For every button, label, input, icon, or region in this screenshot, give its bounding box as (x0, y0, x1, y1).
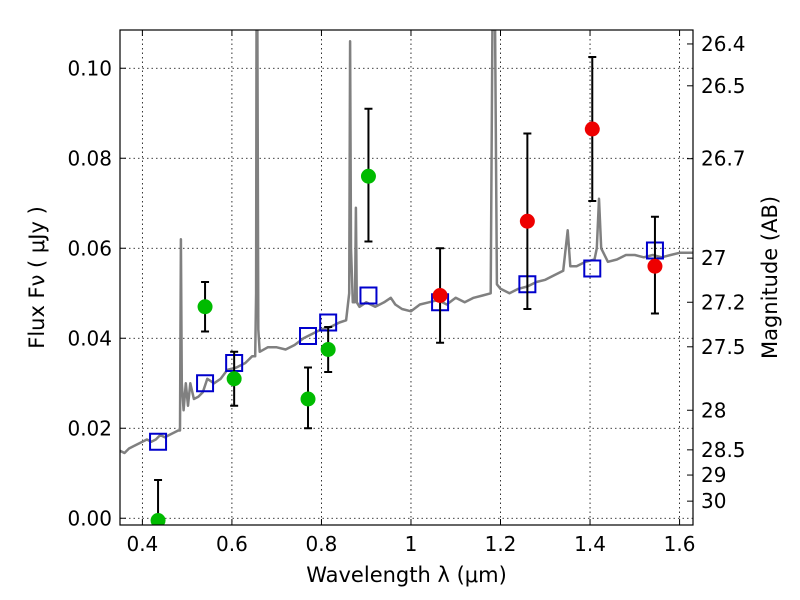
y-tick-label: 0.00 (67, 506, 112, 530)
observed-point (519, 213, 535, 229)
observed-point (584, 121, 600, 137)
spectrum-line (120, 30, 693, 455)
observed-point (647, 258, 663, 274)
observed-point (150, 513, 166, 525)
y2-tick-label: 26.5 (701, 74, 746, 98)
y-tick-label: 0.02 (67, 416, 112, 440)
y2-axis-label: Magnitude (AB) (758, 196, 782, 359)
y2-tick-label: 28.5 (701, 438, 746, 462)
y-tick-label: 0.04 (67, 326, 112, 350)
model-square-point (149, 432, 168, 451)
y-axis-label: Flux Fν ( μJy ) (25, 206, 49, 349)
observed-point (197, 299, 213, 315)
y2-tick-label: 29 (701, 463, 726, 487)
y-tick-label: 0.08 (67, 146, 112, 170)
model-square-point (196, 374, 215, 393)
x-tick-label: 1.2 (485, 532, 517, 556)
y-tick-label: 0.10 (67, 56, 112, 80)
x-tick-label: 0.8 (306, 532, 338, 556)
y2-tick-label: 26.4 (701, 32, 746, 56)
x-tick-label: 0.6 (216, 532, 248, 556)
observed-point (320, 342, 336, 357)
model-square-point (583, 259, 602, 278)
observed-point (360, 168, 376, 184)
y2-tick-label: 27 (701, 246, 726, 270)
x-tick-label: 1.6 (664, 532, 696, 556)
observed-point (432, 288, 448, 303)
y2-tick-label: 28 (701, 398, 726, 422)
observed-point (300, 391, 316, 407)
x-axis-label: Wavelength λ (μm) (306, 563, 507, 587)
model-square-point (359, 286, 378, 305)
tick-layer: 0.4 0.6 0.8 1 1.2 1.4 1.6 0.00 0.02 0.04 0.06 0.08 0… (67, 30, 746, 556)
y2-tick-label: 27.2 (701, 290, 746, 314)
plot-frame (119, 29, 694, 526)
y2-tick-label: 27.5 (701, 335, 746, 359)
y2-tick-label: 26.7 (701, 147, 746, 171)
model-square-point (299, 327, 318, 345)
y2-tick-label: 30 (701, 489, 726, 513)
x-tick-label: 0.4 (126, 532, 158, 556)
observed-point (226, 371, 242, 387)
data-layer (120, 30, 693, 525)
grid-layer (120, 30, 693, 525)
x-tick-label: 1 (405, 532, 418, 556)
y-tick-label: 0.06 (67, 236, 112, 260)
x-tick-label: 1.4 (574, 532, 606, 556)
